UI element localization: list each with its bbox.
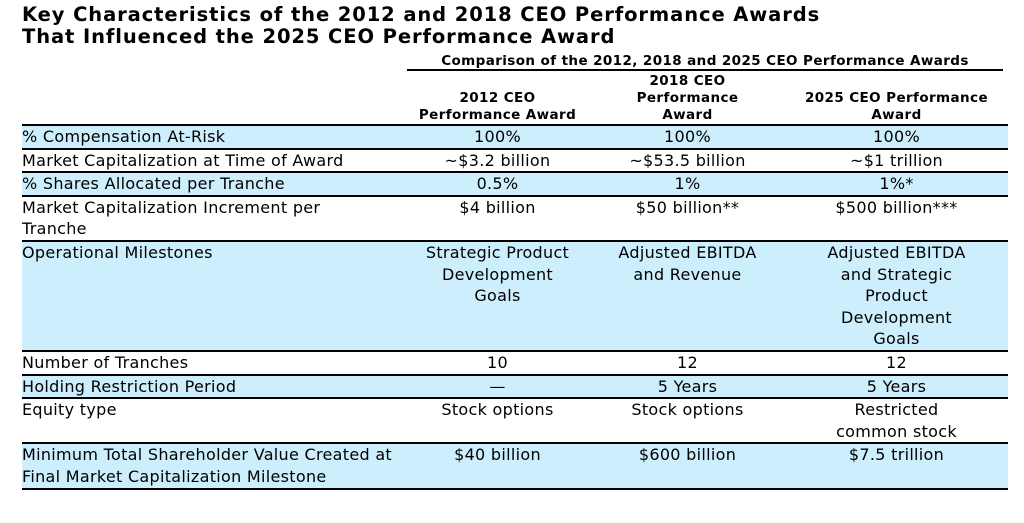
table-row: % Compensation At-Risk 100% 100% 100% [22, 124, 1008, 149]
title-line: Key Characteristics of the 2012 and 2018… [22, 3, 821, 26]
row-value: Stock options [405, 397, 590, 444]
cell-text: 100% [474, 127, 521, 146]
cell-text: Restricted common stock [836, 400, 957, 441]
row-value: 0.5% [405, 171, 590, 196]
row-value: 12 [785, 349, 1008, 375]
row-value: 5 Years [590, 373, 785, 399]
cell-text: 100% [664, 127, 711, 146]
row-value: 12 [590, 349, 785, 375]
cell-text: 1% [674, 174, 701, 194]
row-value: $50 billion** [590, 194, 785, 241]
cell-text: Market Capitalization Increment per Tran… [22, 197, 321, 239]
row-label: Market Capitalization at Time of Award [22, 147, 405, 173]
row-label: % Compensation At-Risk [22, 124, 405, 149]
cell-text: Equity type [22, 400, 117, 420]
row-value: 1%* [785, 171, 1008, 196]
table-row: Number of Tranches 10 12 12 [22, 349, 1008, 375]
header-line: Performance Award [418, 107, 577, 123]
row-value: 100% [785, 124, 1008, 149]
header-line: 2012 CEO [459, 90, 536, 106]
row-value: $500 billion*** [785, 194, 1008, 241]
row-value: — [405, 373, 590, 399]
comparison-header: Comparison of the 2012, 2018 and 2025 CE… [407, 53, 1003, 71]
column-header-2018: 2018 CEO Performance Award [590, 71, 785, 124]
cell-text: 0.5% [476, 174, 519, 194]
row-value: 5 Years [785, 373, 1008, 399]
cell-text: $40 billion [454, 445, 541, 465]
table-row: Equity type Stock options Stock options Res… [22, 397, 1008, 444]
row-value: 10 [405, 349, 590, 375]
cell-text: 100% [873, 127, 920, 146]
cell-text: ~$1 trillion [849, 150, 943, 170]
row-value: $4 billion [405, 194, 590, 241]
cell-text: Operational Milestones [22, 242, 213, 262]
row-label: Equity type [22, 397, 405, 444]
page-title: Key Characteristics of the 2012 and 2018… [22, 4, 820, 48]
row-value: 1% [590, 171, 785, 196]
table-row: Operational Milestones Strategic Product … [22, 239, 1008, 351]
row-value: $7.5 trillion [785, 442, 1008, 490]
column-header-2025: 2025 CEO Performance Award [785, 71, 1008, 124]
cell-text: % Compensation At-Risk [22, 127, 226, 146]
cell-text: Adjusted EBITDA and Strategic Product De… [827, 242, 966, 349]
cell-text: $7.5 trillion [848, 445, 945, 465]
row-value: 100% [405, 124, 590, 149]
table-row: Minimum Total Shareholder Value Created … [22, 442, 1008, 490]
row-value: Stock options [590, 397, 785, 444]
row-value: ~$53.5 billion [590, 147, 785, 173]
header-line: 2018 CEO [649, 73, 726, 89]
cell-text: ~$3.2 billion [444, 150, 551, 170]
table-row: Market Capitalization Increment per Tran… [22, 194, 1008, 241]
title-line: That Influenced the 2025 CEO Performance… [22, 25, 616, 48]
cell-text: % Shares Allocated per Tranche [22, 174, 285, 194]
header-line: Award [871, 107, 922, 123]
column-header-2012: 2012 CEO Performance Award [405, 71, 590, 124]
row-label: Holding Restriction Period [22, 373, 405, 399]
table-row: Market Capitalization at Time of Award ~$… [22, 147, 1008, 173]
row-label: Minimum Total Shareholder Value Created … [22, 442, 405, 490]
cell-text: Stock options [631, 400, 744, 420]
row-value: Strategic Product Development Goals [405, 239, 590, 351]
cell-text: 12 [886, 352, 907, 372]
row-value: $40 billion [405, 442, 590, 490]
row-value: ~$3.2 billion [405, 147, 590, 173]
row-value: $600 billion [590, 442, 785, 490]
header-line: 2025 CEO Performance [804, 90, 989, 106]
row-value: Adjusted EBITDA and Revenue [590, 239, 785, 351]
cell-text: ~$53.5 billion [629, 150, 746, 170]
cell-text: 5 Years [657, 376, 718, 396]
cell-text: Adjusted EBITDA and Revenue [618, 242, 757, 284]
cell-text: Strategic Product Development Goals [425, 242, 570, 306]
row-value: ~$1 trillion [785, 147, 1008, 173]
row-label: Operational Milestones [22, 239, 405, 351]
row-label: Number of Tranches [22, 349, 405, 375]
row-value: 100% [590, 124, 785, 149]
row-label: % Shares Allocated per Tranche [22, 171, 405, 196]
cell-text: 5 Years [866, 376, 927, 396]
cell-text: $4 billion [459, 197, 536, 217]
cell-text: — [489, 376, 506, 396]
table-row: % Shares Allocated per Tranche 0.5% 1% 1%* [22, 171, 1008, 196]
comparison-table: % Compensation At-Risk 100% 100% 100% Market… [22, 124, 1008, 490]
header-line: Performance [636, 90, 739, 106]
row-label: Market Capitalization Increment per Tran… [22, 194, 405, 241]
cell-text: $600 billion [638, 445, 737, 465]
cell-text: 12 [677, 352, 698, 372]
cell-text: Market Capitalization at Time of Award [22, 150, 344, 170]
cell-text: $50 billion** [635, 197, 740, 217]
row-value: Adjusted EBITDA and Strategic Product De… [785, 239, 1008, 351]
row-value: Restricted common stock [785, 397, 1008, 444]
cell-text: Number of Tranches [22, 352, 189, 372]
cell-text: $500 billion*** [835, 197, 958, 217]
cell-text: 1%* [879, 174, 914, 194]
table-row: Holding Restriction Period — 5 Years 5 Year… [22, 373, 1008, 399]
cell-text: Minimum Total Shareholder Value Created … [22, 445, 393, 486]
cell-text: Holding Restriction Period [22, 376, 237, 396]
cell-text: 10 [487, 352, 508, 372]
header-line: Award [662, 107, 713, 123]
cell-text: Stock options [441, 400, 554, 420]
